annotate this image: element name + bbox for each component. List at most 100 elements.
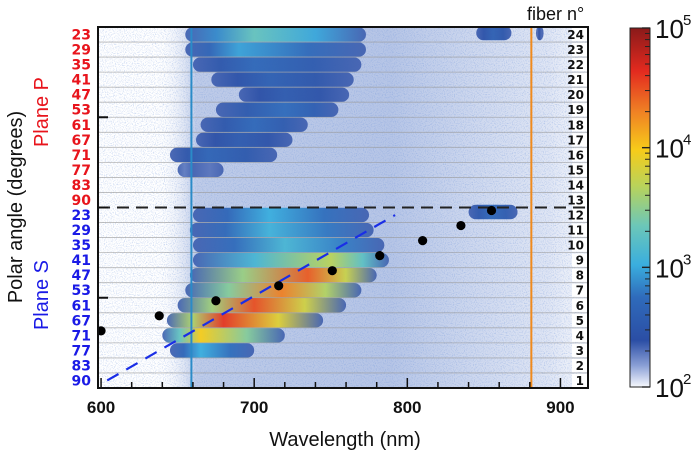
intensity-band (185, 283, 362, 298)
y-axis-label: Polar angle (degrees) (5, 111, 27, 303)
angle-label: 67 (72, 313, 91, 329)
angle-label: 83 (72, 358, 91, 374)
intensity-band (535, 27, 544, 41)
angle-label: 71 (72, 328, 91, 344)
fiber-label: 5 (576, 314, 584, 328)
data-marker (274, 281, 284, 291)
angle-label: 47 (72, 268, 91, 284)
colorbar-tick-label: 10 (655, 373, 684, 403)
intensity-band (185, 42, 366, 57)
angle-label: 77 (72, 163, 91, 179)
data-marker (375, 251, 385, 261)
intensity-band (185, 27, 366, 42)
intensity-band (200, 117, 308, 132)
data-marker (327, 266, 337, 276)
colorbar-tick-exponent: 4 (683, 132, 691, 149)
fiber-label: 19 (567, 103, 584, 117)
angle-label: 71 (72, 148, 91, 164)
fit-dashed-line (106, 214, 396, 382)
fiber-label: 1 (576, 374, 584, 388)
x-tick-label: 900 (546, 398, 574, 417)
intensity-band (238, 87, 350, 102)
angle-label: 61 (72, 298, 91, 314)
x-tick-label: 700 (240, 398, 268, 417)
marker-layer (98, 205, 497, 336)
x-axis-label: Wavelength (nm) (269, 429, 421, 451)
fiber-label-bg (572, 43, 587, 57)
fiber-label: 18 (567, 118, 584, 132)
angle-label: 35 (72, 58, 91, 74)
intensity-band (192, 252, 389, 268)
fiber-label: 11 (567, 224, 584, 238)
plane-s-label: Plane S (31, 260, 53, 330)
colorbar-tick-label: 10 (655, 14, 684, 44)
data-marker (418, 235, 428, 246)
data-marker (486, 205, 497, 216)
fiber-label-bg (572, 328, 587, 342)
intensity-band (162, 328, 285, 343)
data-marker (98, 326, 106, 336)
fiber-label: 17 (567, 133, 584, 147)
data-marker (456, 220, 466, 231)
intensity-band (189, 222, 374, 238)
data-marker (154, 311, 164, 321)
fiber-label-bg (572, 283, 587, 297)
fiber-label-bg (572, 103, 587, 117)
fiber-label: 3 (576, 344, 584, 358)
fiber-label-bg (572, 58, 587, 72)
fiber-label-bg (572, 313, 587, 327)
fiber-label-bg (572, 88, 587, 102)
fiber-label-bg (572, 178, 587, 192)
angle-label: 23 (72, 28, 91, 44)
intensity-band (192, 207, 370, 223)
fiber-label: 15 (567, 163, 584, 177)
colorbar-tick-label: 10 (655, 253, 684, 283)
fiber-label: 24 (567, 28, 584, 42)
fiber-label-bg (572, 253, 587, 267)
fiber-label-bg (572, 373, 587, 387)
angle-label: 67 (72, 133, 91, 149)
intensity-band (169, 147, 278, 163)
y-axis-ticks (98, 26, 108, 389)
intensity-band (196, 132, 293, 148)
x-tick-label: 600 (87, 398, 115, 417)
angle-label: 23 (72, 208, 91, 224)
fiber-label: 23 (567, 43, 584, 57)
fiber-label-bg (572, 343, 587, 357)
fiber-label-bg (572, 223, 587, 237)
fiber-label: 13 (567, 193, 584, 207)
colorbar-tick-exponent: 2 (683, 371, 691, 388)
colorbar-gradient (629, 27, 651, 388)
fiber-label: 20 (567, 88, 584, 102)
fiber-label: 4 (576, 329, 584, 343)
plot-area (98, 27, 588, 388)
angle-label: 83 (72, 178, 91, 194)
fiber-label-bg (572, 118, 587, 132)
fiber-label: 7 (576, 284, 584, 298)
fiber-label: 6 (576, 299, 584, 313)
fiber-label-bg (572, 268, 587, 282)
fiber-row-lines (98, 41, 588, 374)
colorbar-tick-label: 10 (655, 134, 684, 164)
intensity-band (177, 162, 224, 178)
fiber-label-bg (572, 358, 587, 372)
fiber-label: 2 (576, 359, 584, 373)
intensity-band (166, 313, 324, 328)
intensity-band (177, 298, 347, 313)
plane-p-label: Plane P (31, 77, 53, 147)
angle-label: 77 (72, 343, 91, 359)
angle-label: 61 (72, 118, 91, 134)
cutoff-lines (190, 27, 533, 388)
fiber-label: 12 (567, 209, 584, 223)
colorbar-ticks (642, 27, 650, 388)
fiber-label-bg (572, 28, 587, 42)
fiber-label-bg (572, 193, 587, 207)
fiber-label-bg (572, 238, 587, 252)
intensity-band (215, 102, 339, 117)
fiber-label: 8 (576, 269, 584, 283)
angle-label: 53 (72, 283, 91, 299)
fiber-label: 10 (567, 239, 584, 253)
x-tick-label: 800 (393, 398, 421, 417)
